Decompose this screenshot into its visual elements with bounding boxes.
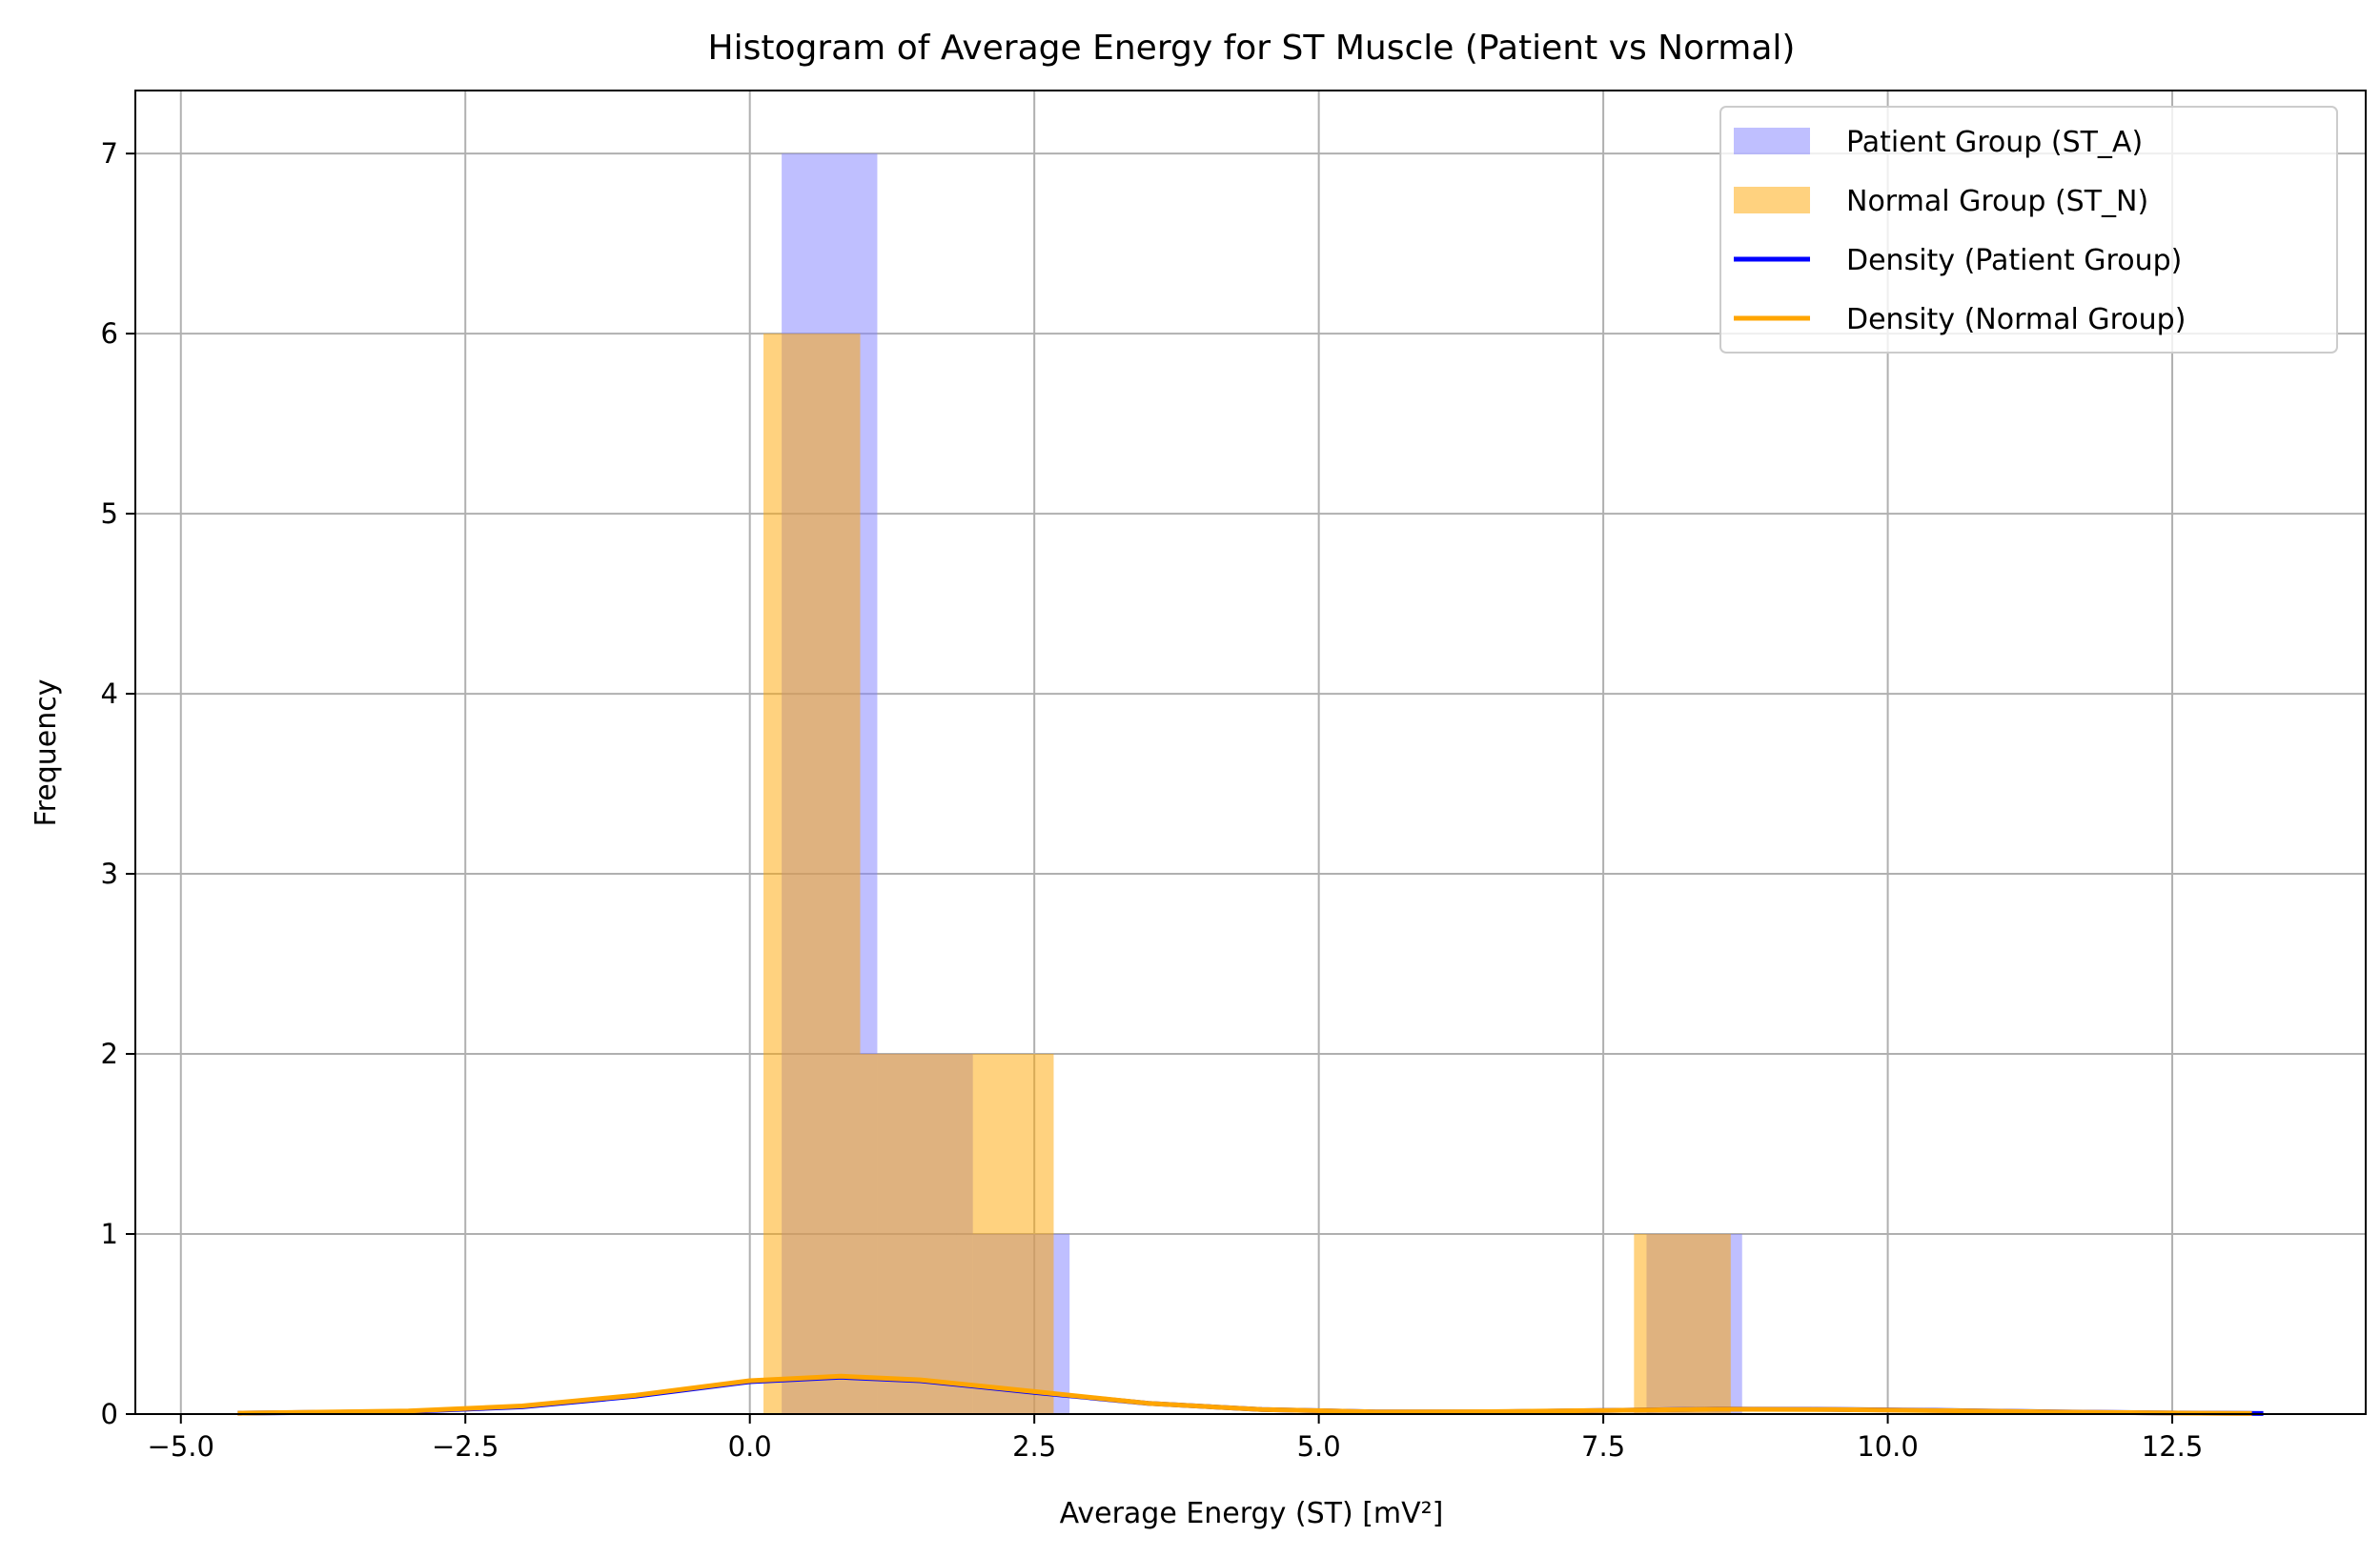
y-tick-label: 4 [101,677,118,710]
histogram-bar [1634,1234,1731,1414]
x-tick-label: 0.0 [728,1430,772,1463]
x-tick-label: −2.5 [432,1430,498,1463]
y-axis-ticks: 0 1 2 3 4 5 6 7 [101,137,135,1430]
x-tick-label: 7.5 [1581,1430,1625,1463]
x-tick-label: 5.0 [1297,1430,1341,1463]
y-tick-label: 5 [101,497,118,530]
legend-entry: Density (Patient Group) [1846,244,2182,277]
legend-entry: Density (Normal Group) [1846,303,2186,336]
histogram-bar [763,334,861,1414]
legend-entry: Normal Group (ST_N) [1846,185,2148,218]
legend-swatch [1734,128,1810,154]
density-line-normal [237,1373,2252,1416]
histogram-bar [956,1054,1054,1414]
x-tick-label: 10.0 [1857,1430,1919,1463]
plot-frame [134,90,2367,1415]
x-axis-ticks: −5.0 −2.5 0.0 2.5 5.0 7.5 10.0 12.5 [148,1414,2204,1463]
y-axis-label: Frequency [30,679,63,827]
grid-lines [135,91,2366,1415]
y-tick-label: 1 [101,1218,118,1250]
density-curves [237,1373,2264,1416]
legend-box [1719,106,2338,354]
histogram-bar [860,1054,957,1414]
legend-entry: Patient Group (ST_A) [1846,126,2143,159]
y-tick-label: 3 [101,858,118,890]
chart-title: Histogram of Average Energy for ST Muscl… [708,29,1796,68]
x-tick-label: 2.5 [1012,1430,1056,1463]
y-tick-label: 0 [101,1398,118,1430]
legend: Patient Group (ST_A) Normal Group (ST_N) D… [1719,106,2338,354]
y-tick-label: 7 [101,137,118,170]
x-tick-label: 12.5 [2142,1430,2204,1463]
normal-histogram [763,334,1731,1414]
x-tick-label: −5.0 [148,1430,214,1463]
x-axis-label: Average Energy (ST) [mV²] [1060,1497,1444,1530]
legend-swatch [1734,187,1810,213]
y-tick-label: 2 [101,1038,118,1070]
y-tick-label: 6 [101,317,118,350]
